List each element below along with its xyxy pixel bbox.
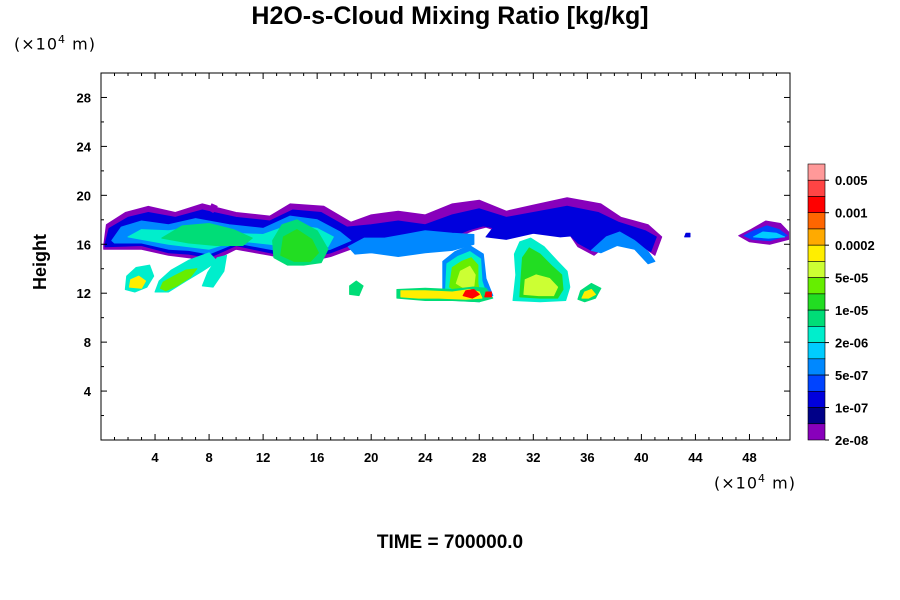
contour-region (753, 231, 786, 239)
colorbar-swatch (807, 390, 826, 408)
y-tick-label: 20 (77, 188, 91, 203)
colorbar-swatch (807, 277, 826, 295)
colorbar: 0.005 0.001 0.0002 5e-05 1e-05 2e-06 5e-07 1e-0… (807, 163, 875, 448)
contour-region (161, 223, 253, 246)
colorbar-label: 1e-07 (835, 401, 868, 416)
contour-region (484, 291, 492, 298)
y-tick-label: 28 (77, 90, 91, 105)
colorbar-label: 0.005 (835, 173, 868, 188)
contour-region (462, 289, 480, 299)
colorbar-label: 0.0002 (835, 238, 875, 253)
x-tick-label: 48 (742, 450, 756, 465)
x-tick-label: 40 (634, 450, 648, 465)
colorbar-label: 0.001 (835, 206, 868, 221)
colorbar-label: 5e-05 (835, 271, 868, 286)
plot-frame (100, 72, 791, 441)
contour-region (581, 289, 596, 299)
contour-region (523, 274, 559, 297)
contour-region (349, 280, 364, 297)
colorbar-swatch (807, 163, 826, 181)
colorbar-swatch (807, 179, 826, 197)
colorbar-swatch (807, 261, 826, 278)
contour-region (159, 268, 198, 292)
x-tick-label: 28 (472, 450, 486, 465)
contour-region (280, 229, 319, 262)
colorbar-swatch (807, 309, 826, 327)
colorbar-swatch (807, 212, 826, 230)
time-label: TIME = 700000.0 (376, 532, 524, 553)
colorbar-label: 5e-07 (835, 368, 868, 383)
x-tick-label: 16 (310, 450, 324, 465)
x-tick-label: 12 (256, 450, 270, 465)
y-axis-unit: (×104 m) (14, 33, 96, 54)
colorbar-swatch (807, 244, 826, 262)
x-tick-label: 36 (580, 450, 594, 465)
contour-region (208, 203, 218, 213)
colorbar-label: 2e-06 (835, 336, 868, 351)
x-tick-label: 44 (688, 450, 703, 465)
x-tick-label: 8 (205, 450, 212, 465)
colorbar-label: 2e-08 (835, 433, 868, 448)
y-tick-label: 16 (77, 237, 91, 252)
y-tick-label: 12 (77, 286, 91, 301)
contour-region (128, 275, 147, 289)
colorbar-swatch (807, 326, 826, 343)
x-tick-label: 24 (418, 450, 433, 465)
colorbar-label: 1e-05 (835, 303, 868, 318)
contour-region (684, 232, 691, 238)
colorbar-swatch (807, 374, 826, 392)
colorbar-swatch (807, 407, 826, 425)
chart-title: H2O-s-Cloud Mixing Ratio [kg/kg] (251, 2, 649, 30)
contour-region (201, 254, 228, 288)
colorbar-swatch (807, 228, 826, 246)
y-tick-label: 4 (84, 384, 92, 399)
contour-region (590, 231, 656, 265)
colorbar-swatch (807, 342, 826, 360)
y-tick-label: 24 (77, 139, 92, 154)
colorbar-swatch (807, 358, 826, 376)
contour-region (347, 230, 475, 257)
x-axis-unit: (×104 m) (714, 472, 796, 493)
x-tick-label: 32 (526, 450, 540, 465)
contour-region (485, 215, 595, 240)
y-tick-label: 8 (84, 335, 91, 350)
x-tick-label: 20 (364, 450, 378, 465)
colorbar-swatch (807, 196, 826, 214)
colorbar-swatch (807, 423, 826, 441)
contour-fields (103, 197, 790, 303)
x-tick-label: 4 (151, 450, 159, 465)
contour-region (400, 289, 483, 300)
colorbar-swatch (807, 293, 826, 311)
